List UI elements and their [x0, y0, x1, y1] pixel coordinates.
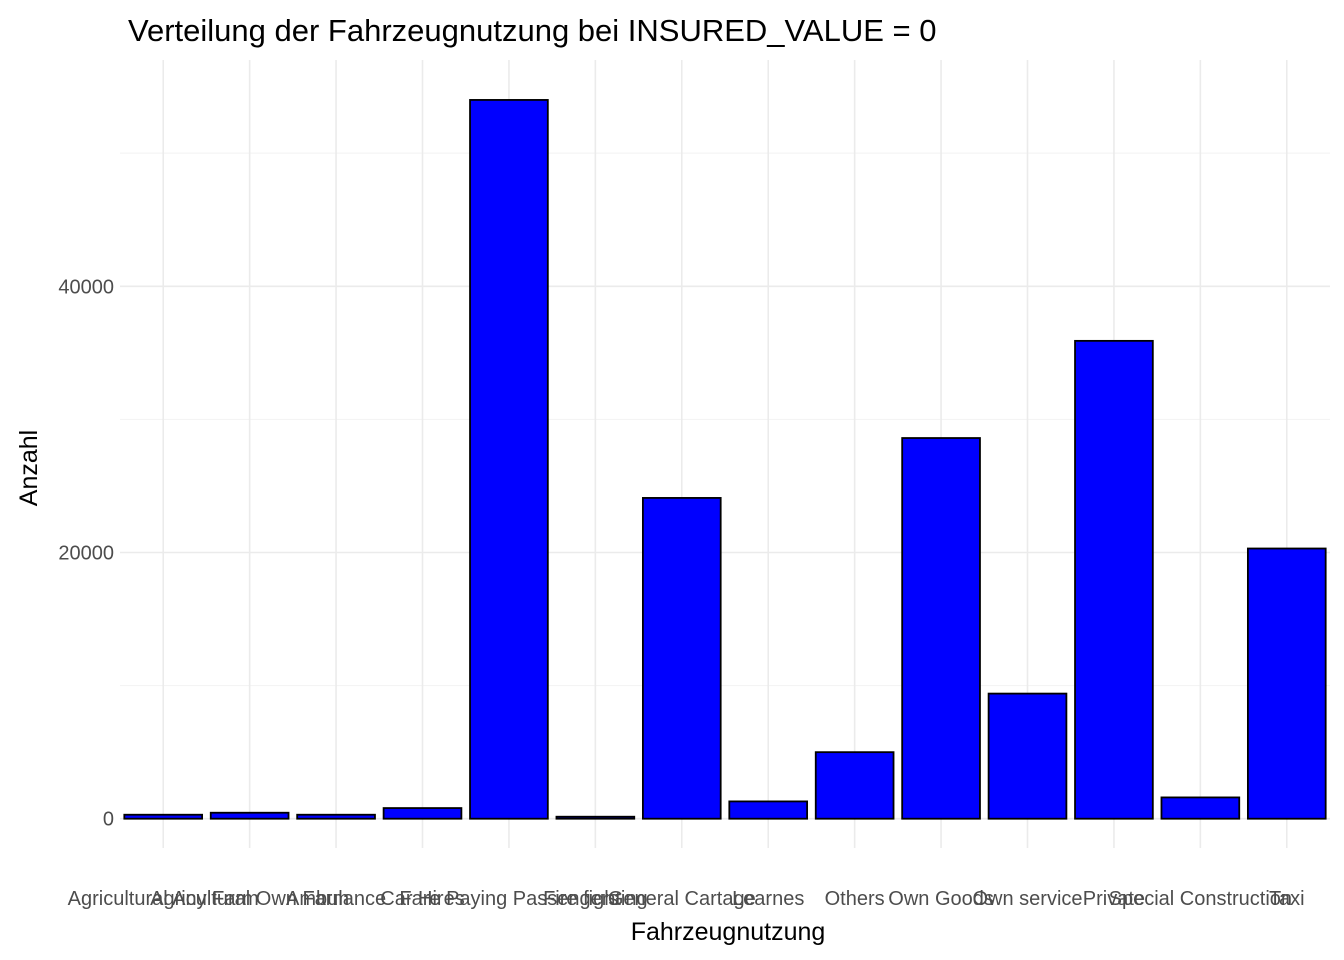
x-tick-label: Others — [825, 888, 885, 910]
bar — [469, 99, 549, 820]
x-tick-label: Fire fighting — [543, 888, 648, 910]
bar — [1160, 796, 1241, 820]
x-tick-label: Ambulance — [286, 888, 386, 910]
x-tick-label: Own Goods — [888, 888, 994, 910]
y-tick-label: 40000 — [58, 276, 114, 298]
bar — [1074, 339, 1154, 820]
bars — [123, 99, 1327, 820]
y-axis-ticks: 0 20000 40000 — [58, 276, 114, 830]
bar — [209, 811, 290, 820]
y-tick-label: 0 — [103, 809, 114, 831]
bar — [382, 807, 463, 820]
bar — [555, 815, 636, 820]
bar — [296, 813, 376, 820]
bar — [728, 800, 809, 820]
x-tick-label: Private — [1083, 888, 1145, 910]
x-tick-label: Car Hires — [380, 888, 464, 910]
bar — [641, 497, 722, 820]
y-axis-title: Anzahl — [15, 430, 43, 506]
x-tick-label: Agricultural Any Farm — [68, 888, 259, 910]
chart-title: Verteilung der Fahrzeugnutzung bei INSUR… — [128, 13, 936, 48]
bar — [987, 692, 1068, 820]
y-tick-label: 20000 — [58, 543, 114, 565]
x-tick-label: Agricultural Own Farm — [150, 888, 349, 910]
bar — [814, 751, 895, 820]
x-tick-label: Fare Paying Passengers — [399, 888, 618, 910]
x-tick-label: Learnes — [732, 888, 804, 910]
bar — [123, 813, 204, 820]
x-axis-title: Fahrzeugnutzung — [631, 918, 826, 946]
x-tick-label: Taxi — [1269, 888, 1305, 910]
x-tick-label: General Cartage — [608, 888, 756, 910]
x-tick-label: Own service — [972, 888, 1082, 910]
bar — [1246, 547, 1327, 820]
bar — [901, 437, 981, 820]
x-tick-label: Special Construction — [1109, 888, 1292, 910]
